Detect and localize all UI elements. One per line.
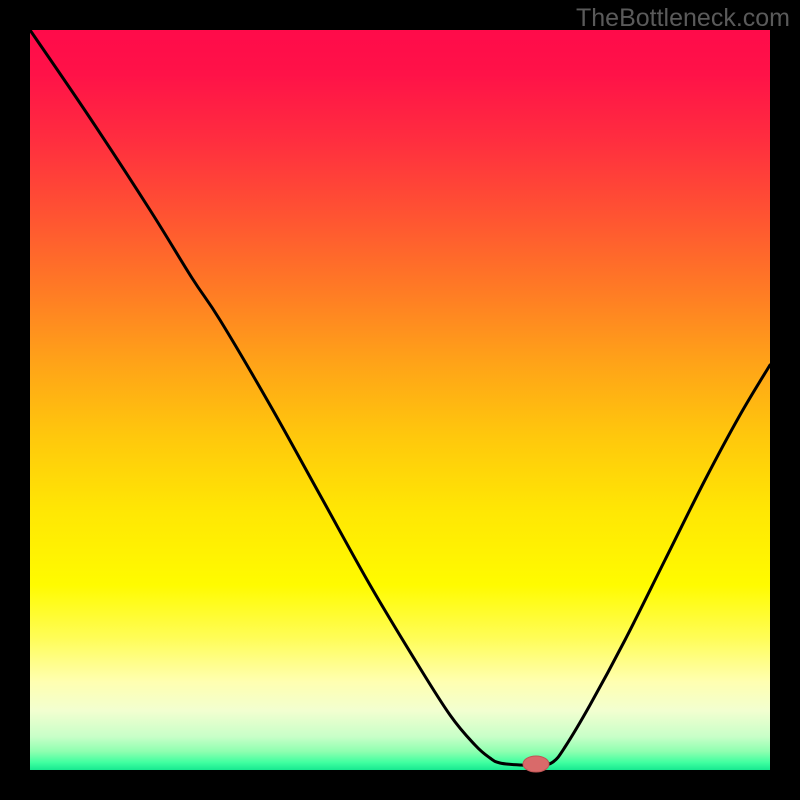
optimum-marker bbox=[523, 756, 549, 772]
chart-frame: TheBottleneck.com bbox=[0, 0, 800, 800]
bottleneck-chart bbox=[0, 0, 800, 800]
plot-background bbox=[30, 30, 770, 770]
watermark-text: TheBottleneck.com bbox=[576, 4, 790, 33]
